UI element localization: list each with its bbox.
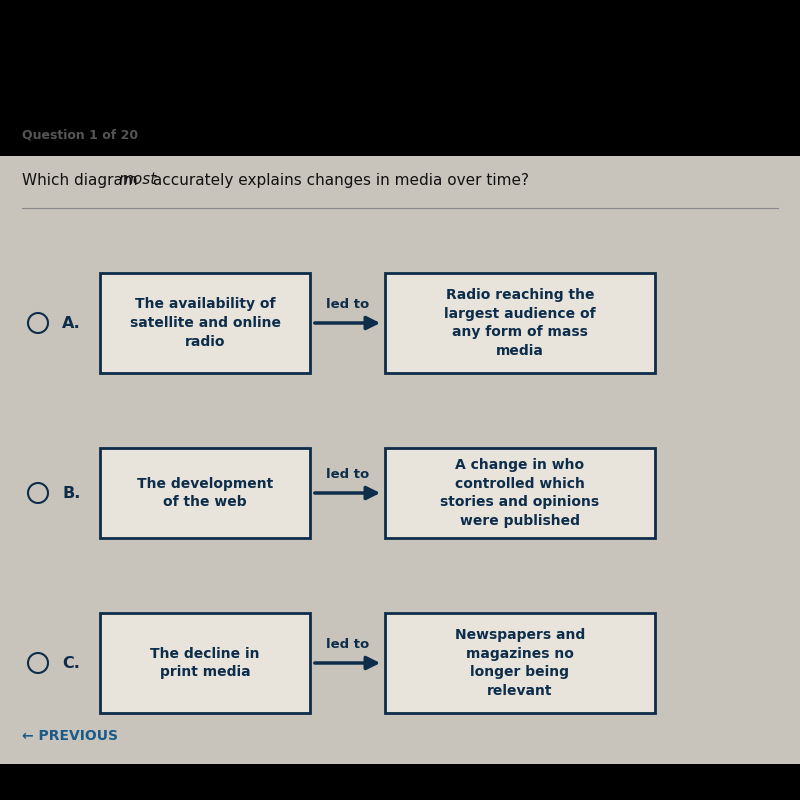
Text: most: most <box>118 173 156 187</box>
Text: Radio reaching the
largest audience of
any form of mass
media: Radio reaching the largest audience of a… <box>444 287 596 358</box>
Text: A change in who
controlled which
stories and opinions
were published: A change in who controlled which stories… <box>441 458 599 529</box>
Bar <box>385 613 655 713</box>
Bar <box>0 0 800 156</box>
Bar <box>100 448 310 538</box>
Text: Question 1 of 20: Question 1 of 20 <box>22 129 138 142</box>
Text: A.: A. <box>62 315 81 330</box>
Text: Which diagram: Which diagram <box>22 173 142 187</box>
Bar <box>100 273 310 373</box>
Text: The decline in
print media: The decline in print media <box>150 646 260 679</box>
Bar <box>100 613 310 713</box>
Text: The development
of the web: The development of the web <box>137 477 273 510</box>
Text: led to: led to <box>326 638 369 651</box>
Text: The availability of
satellite and online
radio: The availability of satellite and online… <box>130 297 281 349</box>
Bar <box>385 273 655 373</box>
Bar <box>385 448 655 538</box>
Text: Newspapers and
magazines no
longer being
relevant: Newspapers and magazines no longer being… <box>455 627 585 698</box>
Bar <box>0 764 800 800</box>
Text: led to: led to <box>326 298 369 311</box>
Text: ← PREVIOUS: ← PREVIOUS <box>22 729 118 743</box>
Text: led to: led to <box>326 468 369 481</box>
Text: accurately explains changes in media over time?: accurately explains changes in media ove… <box>148 173 529 187</box>
Text: B.: B. <box>62 486 80 501</box>
Text: C.: C. <box>62 655 80 670</box>
